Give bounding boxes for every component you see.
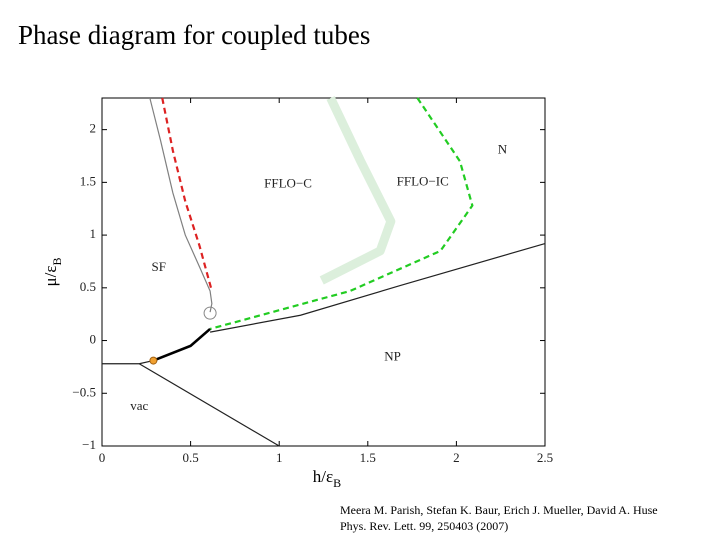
phase-boundary	[149, 97, 213, 313]
credit: Phys. Rev. Lett. 99, 250403 (2007)	[340, 519, 508, 533]
x-tick-label: 1	[276, 450, 283, 465]
region-label: FFLO−C	[264, 175, 312, 190]
x-tick-label: 2	[453, 450, 460, 465]
y-axis-label-sub: B	[50, 258, 64, 266]
credit: Meera M. Parish, Stefan K. Baur, Erich J…	[340, 503, 658, 517]
phase-boundary	[209, 97, 474, 331]
y-axis-label-main: μ/ε	[41, 266, 60, 287]
phase-boundary	[138, 363, 280, 447]
x-tick-label: 0.5	[182, 450, 198, 465]
phase-boundary	[161, 97, 213, 292]
x-axis-label: h/εB	[313, 467, 341, 490]
region-label: NP	[384, 348, 401, 363]
y-tick-label: 1	[90, 226, 97, 241]
x-axis-label-sub: B	[333, 476, 341, 490]
region-label: vac	[130, 398, 148, 413]
region-label: FFLO−IC	[397, 173, 449, 188]
phase-boundary	[102, 359, 154, 365]
y-tick-label: 2	[90, 121, 97, 136]
y-axis-label: μ/εB	[41, 258, 64, 287]
y-tick-label: 0.5	[80, 279, 96, 294]
y-tick-label: 1.5	[80, 173, 96, 188]
region-label: SF	[151, 259, 165, 274]
point	[149, 356, 158, 365]
phase-boundary	[152, 327, 211, 362]
x-axis-label-main: h/ε	[313, 467, 333, 486]
region-label: N	[498, 142, 508, 157]
y-tick-label: −1	[82, 437, 96, 452]
slide-title: Phase diagram for coupled tubes	[18, 20, 370, 50]
x-tick-label: 1.5	[360, 450, 376, 465]
point	[203, 306, 217, 320]
plot-frame	[101, 97, 546, 447]
phase-boundary	[209, 242, 546, 333]
x-tick-label: 2.5	[537, 450, 553, 465]
y-tick-label: −0.5	[72, 384, 96, 399]
phase-boundary	[319, 96, 396, 285]
x-tick-label: 0	[99, 450, 106, 465]
y-tick-label: 0	[90, 332, 97, 347]
